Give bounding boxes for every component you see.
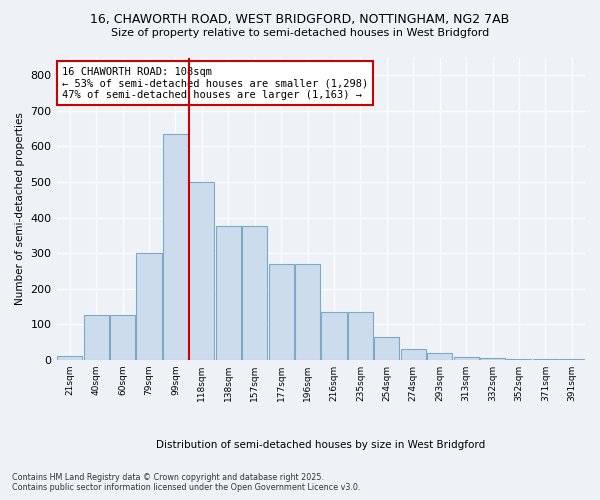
Y-axis label: Number of semi-detached properties: Number of semi-detached properties (15, 112, 25, 305)
Text: 16 CHAWORTH ROAD: 108sqm
← 53% of semi-detached houses are smaller (1,298)
47% o: 16 CHAWORTH ROAD: 108sqm ← 53% of semi-d… (62, 66, 368, 100)
Bar (348, 312, 373, 360)
X-axis label: Distribution of semi-detached houses by size in West Bridgford: Distribution of semi-detached houses by … (156, 440, 485, 450)
Bar (480, 358, 505, 360)
Bar (269, 264, 293, 360)
Text: 16, CHAWORTH ROAD, WEST BRIDGFORD, NOTTINGHAM, NG2 7AB: 16, CHAWORTH ROAD, WEST BRIDGFORD, NOTTI… (91, 12, 509, 26)
Bar (401, 349, 426, 360)
Bar (136, 253, 161, 360)
Bar (57, 356, 82, 360)
Bar (242, 226, 267, 360)
Bar (506, 359, 532, 360)
Bar (533, 359, 558, 360)
Bar (216, 226, 241, 360)
Bar (454, 357, 479, 360)
Bar (374, 337, 400, 360)
Bar (83, 316, 109, 360)
Bar (559, 359, 584, 360)
Bar (190, 182, 214, 360)
Text: Size of property relative to semi-detached houses in West Bridgford: Size of property relative to semi-detach… (111, 28, 489, 38)
Bar (110, 316, 135, 360)
Bar (163, 134, 188, 360)
Bar (322, 312, 347, 360)
Text: Contains HM Land Registry data © Crown copyright and database right 2025.
Contai: Contains HM Land Registry data © Crown c… (12, 473, 361, 492)
Bar (295, 264, 320, 360)
Bar (427, 354, 452, 360)
